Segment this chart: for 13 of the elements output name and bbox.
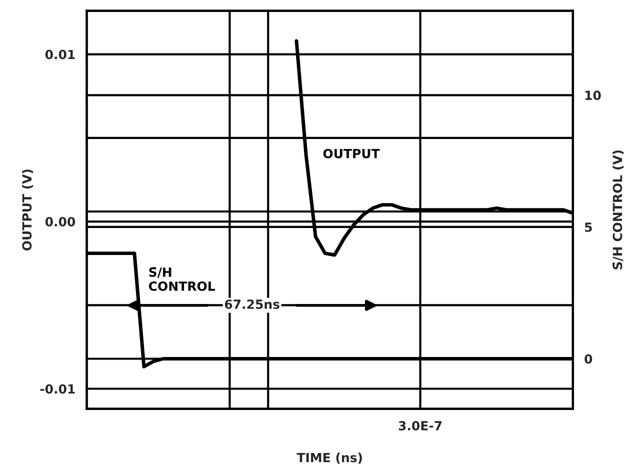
- annotation: 67.25ns: [224, 300, 280, 309]
- y-tick-label: 0.00: [45, 217, 76, 226]
- series-label: OUTPUT: [323, 148, 380, 158]
- series-label: S̄/H CONTROL: [148, 267, 215, 291]
- text: 3.0E-7: [398, 420, 442, 430]
- y2-axis-title: S̄/H CONTROL (V): [612, 150, 624, 270]
- y-axis-title: OUTPUT (V): [22, 170, 34, 251]
- y-tick-label: 0.01: [45, 50, 75, 60]
- y2-tick-label: 10: [585, 90, 601, 100]
- y-tick-label: -0.01: [40, 384, 75, 394]
- y2-tick-label: 5: [585, 222, 592, 232]
- x-axis-title: TIME (ns): [296, 452, 362, 464]
- y2-tick-label: 0: [584, 354, 592, 364]
